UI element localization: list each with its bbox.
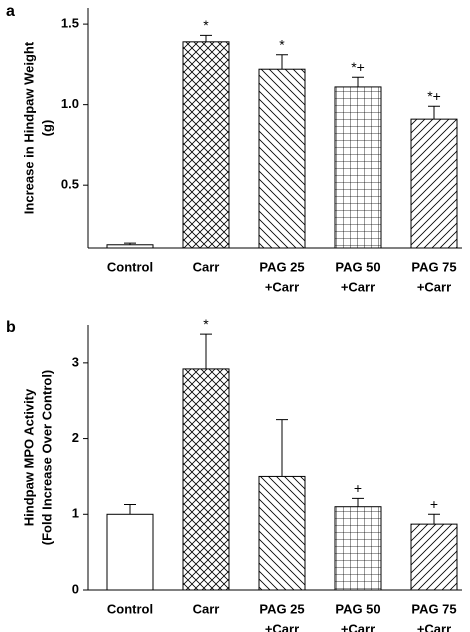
- bar: [410, 118, 458, 249]
- y-tick-label: 1.5: [61, 16, 79, 31]
- annotation: *: [279, 36, 285, 52]
- y-tick-label: 0.5: [61, 177, 79, 192]
- annotation: *+: [427, 88, 441, 104]
- error-bar: [352, 76, 364, 87]
- x-tick-label: Carr: [193, 601, 220, 616]
- bar: [334, 506, 382, 591]
- x-tick-label: PAG 75: [411, 601, 456, 616]
- error-bar: [200, 333, 212, 369]
- x-tick-label: Control: [107, 259, 153, 274]
- x-tick-label: Control: [107, 601, 153, 616]
- x-tick-label: +Carr: [341, 279, 375, 294]
- bar: [106, 513, 154, 591]
- x-tick-label: +Carr: [341, 621, 375, 632]
- y-axis-label: Increase in Hindpaw Weight: [21, 41, 36, 214]
- y-tick-label: 1: [72, 506, 79, 521]
- bar: [334, 86, 382, 249]
- bar: [182, 41, 230, 249]
- y-tick-label: 2: [72, 430, 79, 445]
- error-bar: [352, 497, 364, 507]
- x-tick-label: PAG 50: [335, 259, 380, 274]
- annotation: *: [203, 17, 209, 33]
- y-tick-label: 0: [72, 581, 79, 596]
- x-tick-label: +Carr: [265, 621, 299, 632]
- y-axis-label: (Fold Increase Over Control): [39, 370, 54, 546]
- panel-label: b: [6, 319, 16, 336]
- bar: [182, 368, 230, 591]
- bar: [258, 68, 306, 249]
- bar: [410, 523, 458, 591]
- error-bar: [124, 503, 136, 515]
- bar: [106, 244, 154, 249]
- error-bar: [428, 105, 440, 120]
- y-tick-label: 3: [72, 354, 79, 369]
- annotation: +: [354, 480, 362, 496]
- x-tick-label: +Carr: [265, 279, 299, 294]
- annotation: +: [430, 496, 438, 512]
- error-bar: [124, 242, 136, 245]
- error-bar: [428, 513, 440, 525]
- annotation: *: [203, 316, 209, 332]
- error-bar: [276, 54, 288, 70]
- panel-label: a: [6, 3, 15, 20]
- x-tick-label: Carr: [193, 259, 220, 274]
- annotation: *+: [351, 59, 365, 75]
- error-bar: [276, 419, 288, 477]
- x-tick-label: PAG 50: [335, 601, 380, 616]
- bar: [258, 475, 306, 591]
- error-bar: [200, 34, 212, 42]
- y-axis-label: (g): [39, 120, 54, 137]
- y-tick-label: 1.0: [61, 96, 79, 111]
- y-axis-label: Hindpaw MPO Activity: [21, 388, 36, 526]
- x-tick-label: PAG 75: [411, 259, 456, 274]
- x-tick-label: PAG 25: [259, 601, 304, 616]
- x-tick-label: +Carr: [417, 279, 451, 294]
- x-tick-label: PAG 25: [259, 259, 304, 274]
- x-tick-label: +Carr: [417, 621, 451, 632]
